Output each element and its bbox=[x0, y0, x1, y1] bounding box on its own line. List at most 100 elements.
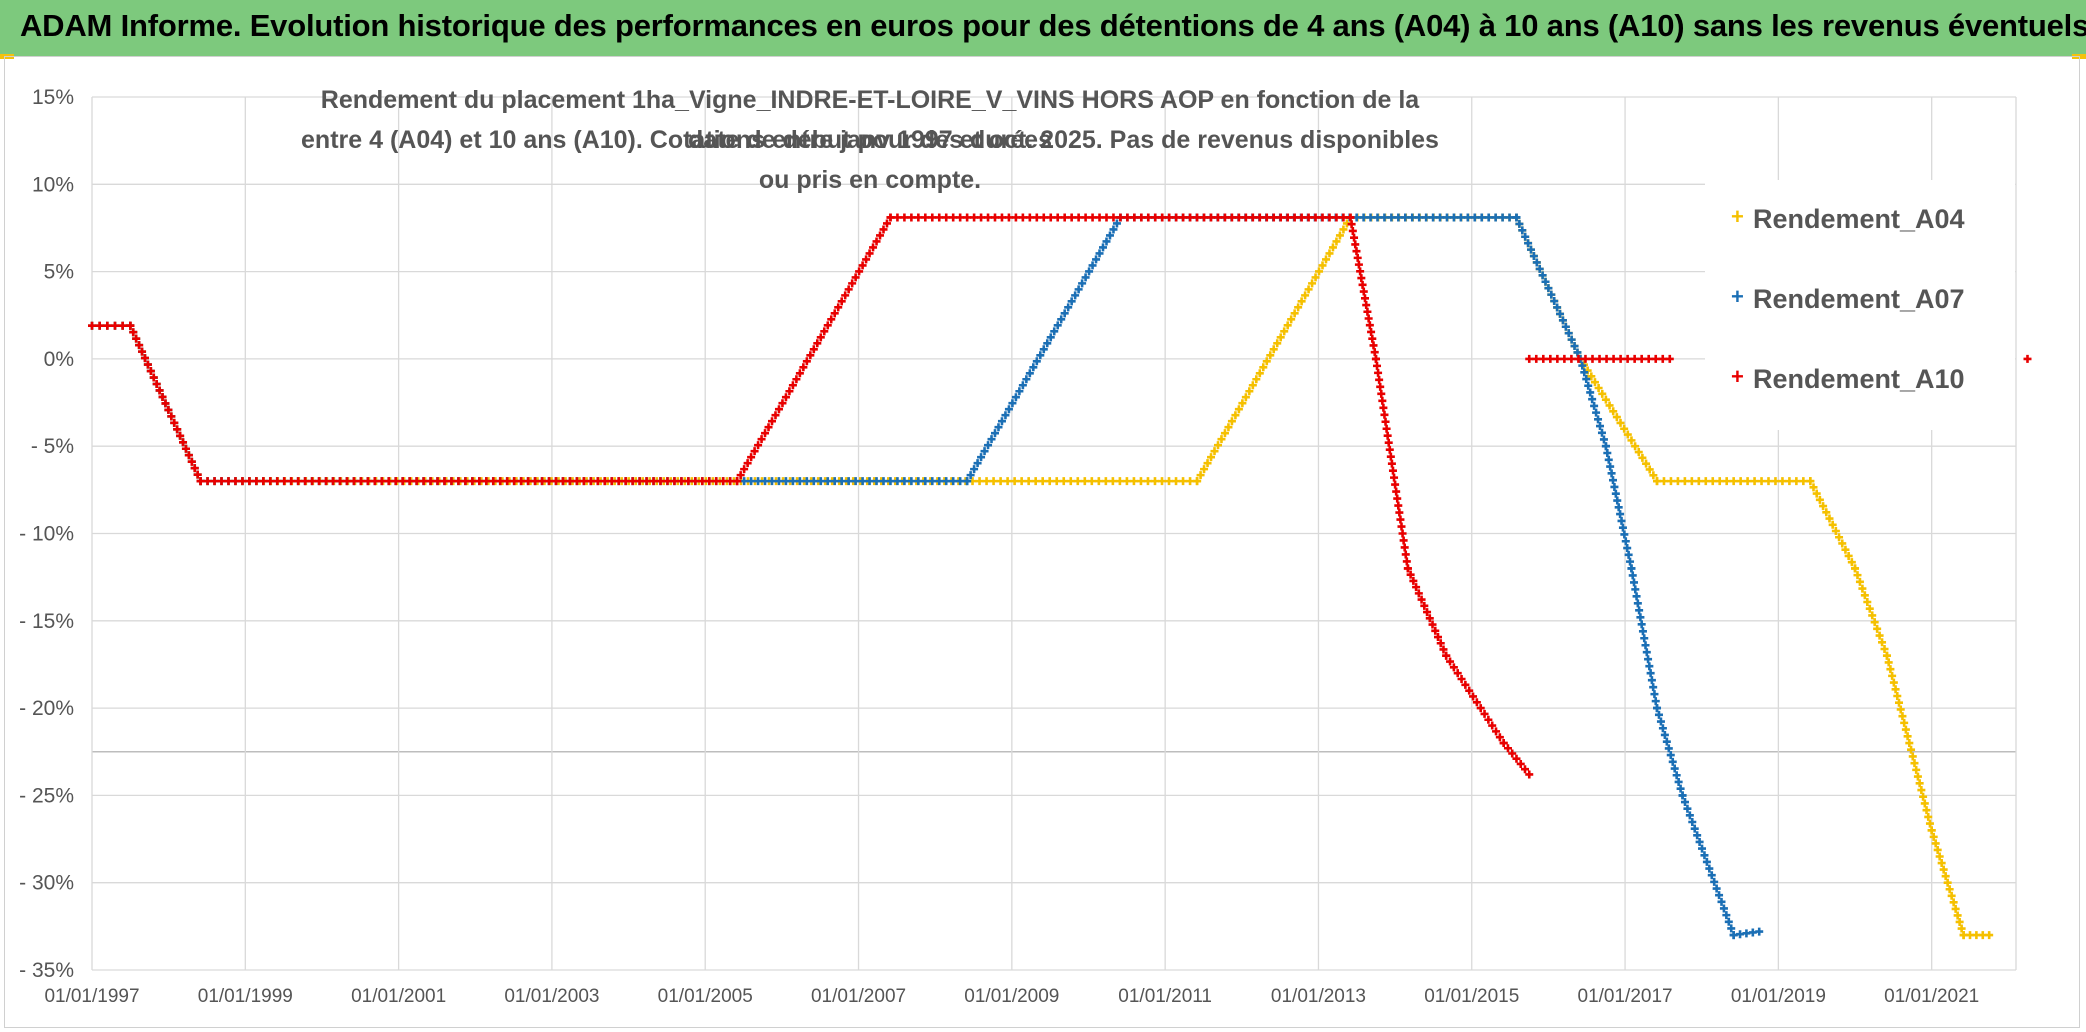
data-point-rendement-a04 bbox=[1847, 558, 1856, 567]
data-point-rendement-a10 bbox=[806, 351, 815, 360]
data-point-rendement-a10 bbox=[1387, 459, 1396, 468]
data-point-rendement-a07 bbox=[1380, 213, 1389, 222]
data-point-rendement-a07 bbox=[1518, 226, 1527, 235]
x-tick-label: 01/01/2009 bbox=[964, 986, 1059, 1007]
report-header: ADAM Informe. Evolution historique des p… bbox=[0, 0, 2086, 56]
data-point-rendement-a10 bbox=[785, 387, 794, 396]
data-point-rendement-a10 bbox=[315, 477, 324, 486]
data-point-rendement-a04 bbox=[1332, 237, 1341, 246]
data-point-rendement-a04 bbox=[1920, 799, 1929, 808]
data-point-rendement-a04 bbox=[1073, 477, 1082, 486]
data-point-rendement-a10 bbox=[956, 213, 965, 222]
data-point-rendement-a10 bbox=[426, 477, 435, 486]
data-point-rendement-a07 bbox=[1102, 237, 1111, 246]
data-point-rendement-a10 bbox=[1495, 733, 1504, 742]
data-point-rendement-a07 bbox=[1505, 213, 1514, 222]
data-point-rendement-a04 bbox=[1196, 471, 1205, 480]
data-point-rendement-a10 bbox=[977, 213, 986, 222]
data-point-rendement-a04 bbox=[1642, 459, 1651, 468]
data-point-rendement-a10 bbox=[1241, 213, 1250, 222]
data-point-rendement-a10 bbox=[813, 339, 822, 348]
data-point-rendement-a10 bbox=[593, 477, 602, 486]
data-point-rendement-a07 bbox=[1611, 489, 1620, 498]
data-point-rendement-a07 bbox=[1105, 231, 1114, 240]
x-tick-label: 01/01/2003 bbox=[504, 986, 599, 1007]
data-point-rendement-a10 bbox=[997, 213, 1006, 222]
data-point-rendement-a10 bbox=[363, 477, 372, 486]
data-point-rendement-a10 bbox=[1553, 354, 1562, 363]
data-point-rendement-a04 bbox=[1868, 611, 1877, 620]
data-point-rendement-a04 bbox=[1269, 345, 1278, 354]
data-point-rendement-a04 bbox=[1193, 477, 1202, 486]
data-point-rendement-a07 bbox=[1645, 662, 1654, 671]
legend-label-a04: Rendement_A04 bbox=[1753, 204, 1965, 234]
data-point-rendement-a07 bbox=[1442, 213, 1451, 222]
data-point-rendement-a07 bbox=[1610, 482, 1619, 491]
data-point-rendement-a04 bbox=[982, 477, 991, 486]
y-tick-label: - 20% bbox=[19, 697, 74, 720]
data-point-rendement-a10 bbox=[158, 392, 167, 401]
data-point-rendement-a10 bbox=[524, 477, 533, 486]
data-point-rendement-a10 bbox=[935, 213, 944, 222]
data-point-rendement-a04 bbox=[1143, 477, 1152, 486]
data-point-rendement-a04 bbox=[1809, 483, 1818, 492]
data-point-rendement-a04 bbox=[1207, 453, 1216, 462]
data-point-rendement-a10 bbox=[1644, 354, 1653, 363]
data-point-rendement-a04 bbox=[1750, 477, 1759, 486]
data-point-rendement-a10 bbox=[370, 477, 379, 486]
data-point-rendement-a10 bbox=[1484, 715, 1493, 724]
data-point-rendement-a10 bbox=[1400, 543, 1409, 552]
data-point-rendement-a10 bbox=[405, 477, 414, 486]
data-point-rendement-a07 bbox=[1067, 297, 1076, 306]
data-point-rendement-a10 bbox=[1472, 698, 1481, 707]
data-point-rendement-a07 bbox=[1526, 245, 1535, 254]
data-point-rendement-a10 bbox=[1623, 354, 1632, 363]
data-point-rendement-a04 bbox=[1024, 477, 1033, 486]
data-point-rendement-a10 bbox=[531, 477, 540, 486]
data-point-rendement-a10 bbox=[747, 453, 756, 462]
data-point-rendement-a04 bbox=[1290, 309, 1299, 318]
data-point-rendement-a04 bbox=[1898, 712, 1907, 721]
x-tick-label: 01/01/1997 bbox=[44, 986, 139, 1007]
chart-legend: + Rendement_A04 + Rendement_A07 + Rendem… bbox=[1705, 180, 2015, 430]
data-point-rendement-a10 bbox=[1371, 354, 1380, 363]
data-point-rendement-a07 bbox=[1631, 585, 1640, 594]
data-point-rendement-a07 bbox=[1630, 578, 1639, 587]
data-point-rendement-a10 bbox=[308, 477, 317, 486]
data-point-rendement-a10 bbox=[1276, 213, 1285, 222]
data-point-rendement-a10 bbox=[245, 477, 254, 486]
data-point-rendement-a10 bbox=[649, 477, 658, 486]
data-point-rendement-a04 bbox=[1900, 718, 1909, 727]
data-point-rendement-a07 bbox=[1036, 351, 1045, 360]
data-point-rendement-a10 bbox=[736, 471, 745, 480]
data-point-rendement-a10 bbox=[1378, 396, 1387, 405]
y-tick-label: 0% bbox=[44, 348, 74, 371]
data-point-rendement-a04 bbox=[1150, 477, 1159, 486]
data-point-rendement-a10 bbox=[1512, 754, 1521, 763]
data-point-rendement-a07 bbox=[1660, 730, 1669, 739]
data-point-rendement-a10 bbox=[110, 321, 119, 330]
data-point-rendement-a10 bbox=[816, 333, 825, 342]
data-point-rendement-a04 bbox=[1339, 225, 1348, 234]
data-point-rendement-a04 bbox=[1913, 772, 1922, 781]
data-point-rendement-a10 bbox=[377, 477, 386, 486]
data-point-rendement-a04 bbox=[1052, 477, 1061, 486]
data-point-rendement-a10 bbox=[482, 477, 491, 486]
data-point-rendement-a04 bbox=[1241, 393, 1250, 402]
data-point-rendement-a07 bbox=[1666, 751, 1675, 760]
data-point-rendement-a07 bbox=[1599, 435, 1608, 444]
data-point-rendement-a07 bbox=[1060, 309, 1069, 318]
data-point-rendement-a04 bbox=[1687, 477, 1696, 486]
data-point-rendement-a07 bbox=[1515, 219, 1524, 228]
data-point-rendement-a07 bbox=[879, 477, 888, 486]
data-point-rendement-a07 bbox=[1609, 476, 1617, 485]
data-point-rendement-a07 bbox=[761, 477, 770, 486]
data-point-rendement-a04 bbox=[1855, 577, 1864, 586]
data-point-rendement-a04 bbox=[1924, 812, 1933, 821]
data-point-rendement-a10 bbox=[1339, 213, 1348, 222]
data-point-rendement-a04 bbox=[1907, 745, 1916, 754]
data-point-rendement-a10 bbox=[1375, 375, 1384, 384]
data-point-rendement-a07 bbox=[935, 477, 944, 486]
y-tick-label: 5% bbox=[44, 261, 74, 284]
data-point-rendement-a10 bbox=[1325, 213, 1334, 222]
